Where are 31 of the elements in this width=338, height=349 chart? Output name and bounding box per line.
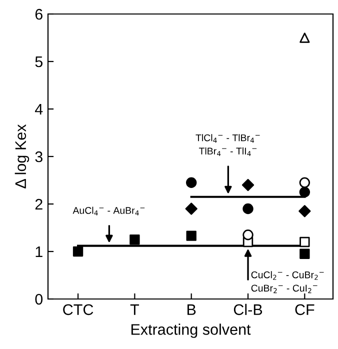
y-tick-label: 6 bbox=[35, 8, 42, 20]
x-tick-label: B bbox=[188, 304, 196, 315]
point bbox=[186, 230, 196, 241]
y-tick-label: 5 bbox=[35, 56, 42, 68]
x-tick-label: CTC bbox=[63, 304, 94, 316]
point bbox=[242, 230, 254, 240]
y-tick-label: 0 bbox=[35, 294, 43, 305]
point bbox=[186, 177, 197, 188]
x-tick-label: Cl-B bbox=[234, 304, 262, 316]
y-axis-title: Δ log Kex bbox=[14, 124, 30, 188]
point bbox=[242, 203, 254, 214]
point bbox=[299, 186, 310, 198]
point bbox=[300, 236, 310, 248]
point bbox=[130, 234, 140, 245]
y-tick-label: 4 bbox=[34, 104, 43, 115]
text: CuCl$_{2}$$^{−}$ - CuBr$_{2}$$^{−}$ CuBr$_{2}$$^{−}$ - CuI$_{2}$$^{−}$ bbox=[251, 271, 324, 294]
x-axis-title: Extracting solvent bbox=[131, 324, 251, 338]
point bbox=[298, 205, 311, 218]
text: TlCl$_{4}$$^{−}$ - TlBr$_{4}$$^{−}$ TlBr$_{4}$$^{−}$ - TlI$_{4}$$^{−}$ bbox=[196, 134, 260, 156]
y-tick-label: 3 bbox=[35, 151, 42, 162]
point bbox=[185, 202, 198, 215]
x-tick-label: CF bbox=[295, 304, 314, 316]
y-tick-label: 1 bbox=[36, 246, 42, 258]
point bbox=[72, 246, 84, 257]
x-tick-label: T bbox=[130, 304, 140, 315]
point bbox=[300, 32, 310, 43]
point bbox=[242, 178, 254, 192]
y-tick-label: 2 bbox=[35, 198, 42, 210]
point bbox=[299, 177, 310, 188]
annotation: AuCl$_{4}$$^{−}$ - AuBr$_{4}$$^{−}$ bbox=[72, 206, 145, 216]
point bbox=[300, 248, 310, 259]
